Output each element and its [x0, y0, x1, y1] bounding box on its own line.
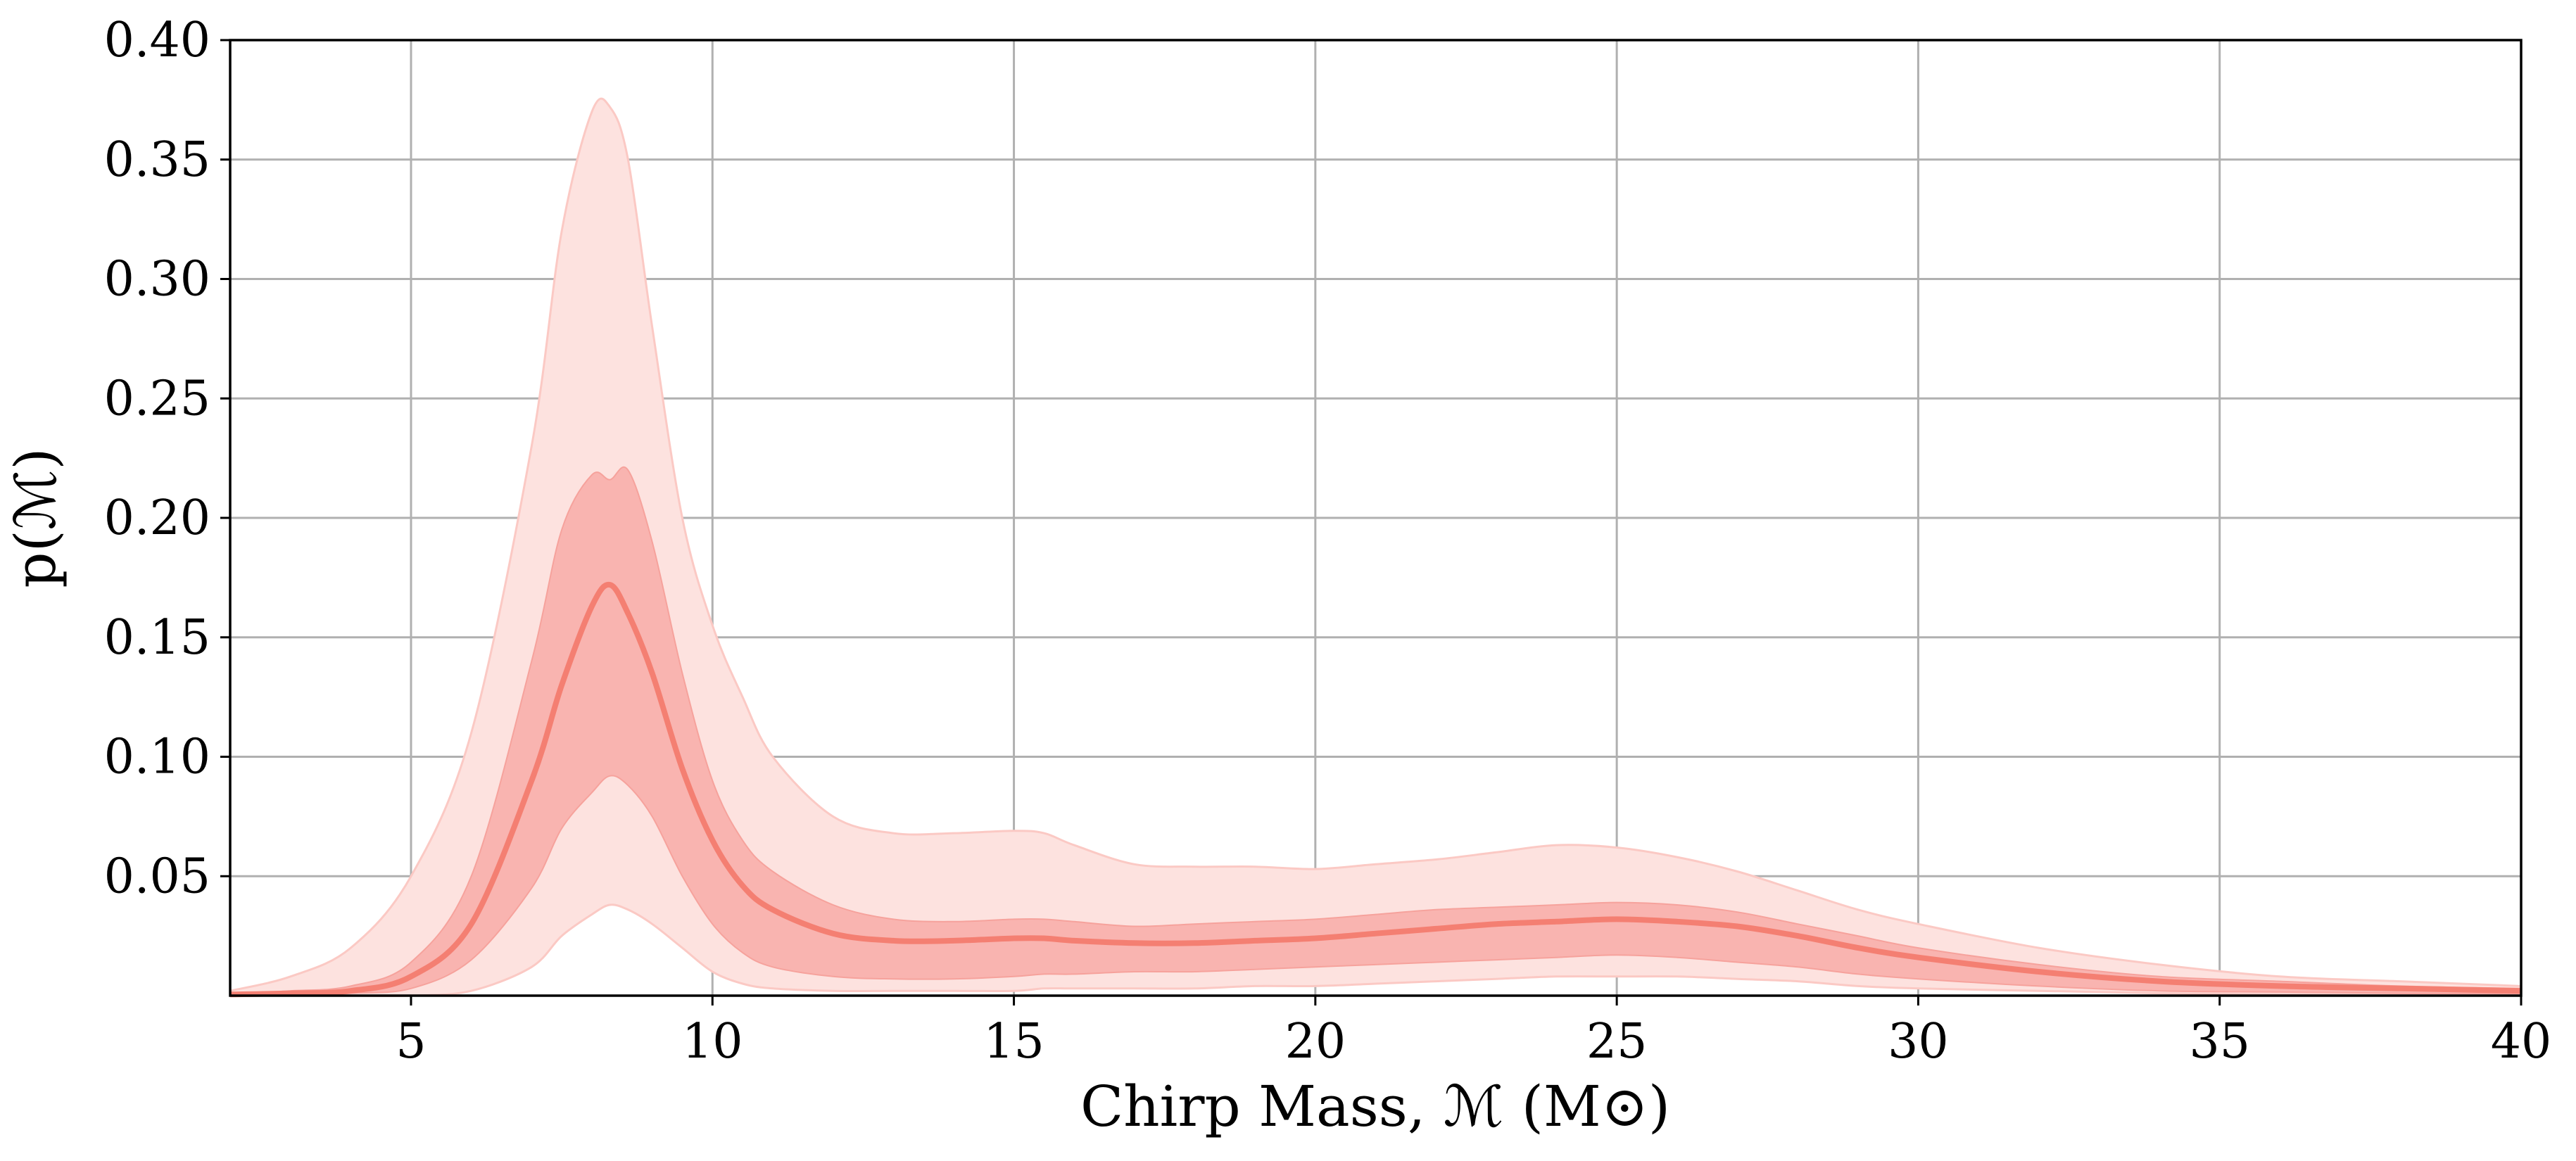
y-axis-ticks: 0.05 0.10 0.15 0.20 0.25 0.30 0.35 0.40	[104, 13, 230, 904]
x-axis-label: Chirp Mass, ℳ (M⊙)	[1080, 1074, 1670, 1139]
y-tick-label: 0.30	[104, 252, 210, 307]
x-tick-label: 25	[1586, 1014, 1648, 1070]
x-tick-label: 40	[2491, 1014, 2552, 1070]
median-curve	[229, 581, 2522, 998]
x-tick-label: 35	[2189, 1014, 2250, 1070]
y-tick-label: 0.05	[104, 849, 210, 904]
x-tick-label: 15	[983, 1014, 1044, 1070]
y-tick-label: 0.40	[104, 13, 210, 68]
x-tick-label: 30	[1888, 1014, 1949, 1070]
x-tick-label: 20	[1285, 1014, 1346, 1070]
y-tick-label: 0.25	[104, 371, 210, 426]
credible-bands	[229, 97, 2523, 997]
y-tick-label: 0.20	[104, 490, 210, 546]
x-tick-label: 5	[396, 1014, 426, 1070]
y-tick-label: 0.35	[104, 132, 210, 188]
x-tick-label: 10	[682, 1014, 743, 1070]
y-tick-label: 0.10	[104, 730, 210, 785]
x-axis-ticks: 5 10 15 20 25 30 35 40	[396, 996, 2551, 1070]
median-line	[229, 581, 2522, 998]
y-axis-label: p(ℳ)	[3, 448, 68, 588]
y-tick-label: 0.15	[104, 610, 210, 666]
